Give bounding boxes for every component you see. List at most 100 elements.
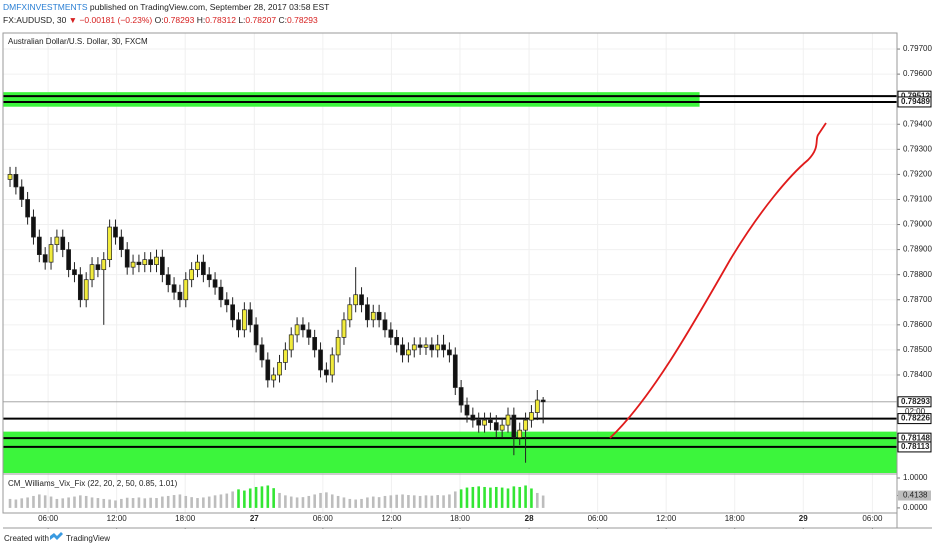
vix-bar xyxy=(248,488,252,508)
vix-bar xyxy=(55,498,59,508)
candle-body xyxy=(447,349,452,356)
x-tick-label: 18:00 xyxy=(725,514,746,523)
vix-bar xyxy=(395,494,398,508)
vix-bar xyxy=(272,488,275,508)
countdown: 02:00 xyxy=(905,407,926,416)
indicator-title: CM_Williams_Vix_Fix (22, 20, 2, 50, 0.85… xyxy=(8,479,178,488)
vix-bar xyxy=(530,488,533,508)
candle-body xyxy=(136,261,142,266)
vix-bar xyxy=(500,487,504,508)
candle-body xyxy=(488,419,493,423)
candle-body xyxy=(66,249,71,271)
vix-bar xyxy=(295,497,299,508)
vix-bar xyxy=(237,489,240,508)
vix-bar xyxy=(336,495,340,508)
vix-bar xyxy=(61,498,65,508)
candle-body xyxy=(318,349,323,371)
quote-line: FX:AUDUSD, 30 ▼ −0.00181 (−0.23%) O:0.78… xyxy=(3,15,318,25)
publish-line: DMFXINVESTMENTS published on TradingView… xyxy=(3,2,329,12)
h-label: H: xyxy=(197,15,206,25)
vix-bar xyxy=(489,487,492,508)
vix-bar xyxy=(73,496,76,508)
x-tick-label: 06:00 xyxy=(862,514,883,523)
price-label: 0.78148 xyxy=(901,433,930,442)
candle-body xyxy=(118,236,124,250)
candle-body xyxy=(476,419,482,426)
vix-bar xyxy=(260,486,264,508)
vix-bar xyxy=(161,496,164,508)
candle-body xyxy=(54,236,60,245)
y-tick-label: 0.78500 xyxy=(903,345,932,354)
y-tick-label: 0.79700 xyxy=(903,44,932,53)
footer-created: Created with xyxy=(4,534,49,543)
c-label: C: xyxy=(279,15,288,25)
candle-body xyxy=(72,269,77,276)
vix-bar xyxy=(465,487,469,508)
vix-bar xyxy=(184,495,188,508)
candle-body xyxy=(148,259,153,266)
vix-bar xyxy=(114,500,117,508)
candle-body xyxy=(511,414,517,438)
candle-body xyxy=(312,337,318,351)
author[interactable]: DMFXINVESTMENTS xyxy=(3,2,88,12)
candle-body xyxy=(464,404,470,416)
candle-body xyxy=(382,319,388,331)
brand-icon xyxy=(50,532,63,540)
candle-body xyxy=(236,319,241,331)
o-value: 0.78293 xyxy=(164,15,195,25)
vix-bar xyxy=(8,498,12,508)
price-label: 0.78113 xyxy=(901,442,930,451)
vix-bar xyxy=(131,498,135,508)
vix-bar xyxy=(366,497,369,508)
candle-body xyxy=(195,261,200,271)
candle-body xyxy=(406,349,411,356)
vix-bar xyxy=(120,498,123,508)
vix-bar xyxy=(354,499,357,508)
candle-body xyxy=(324,369,329,376)
vix-bar xyxy=(442,495,445,508)
candle-body xyxy=(101,259,107,271)
footer-brand[interactable]: TradingView xyxy=(66,534,110,543)
y-tick-label: 0.79200 xyxy=(903,170,932,179)
vix-bar xyxy=(225,493,229,508)
candle-body xyxy=(529,412,534,421)
price-label-box xyxy=(897,413,932,425)
vix-bar xyxy=(377,497,381,508)
candle-body xyxy=(171,284,177,293)
vix-bar xyxy=(243,490,246,508)
price-label-box xyxy=(897,96,932,108)
candle-body xyxy=(417,344,423,348)
vix-bar xyxy=(79,495,82,508)
vix-bar xyxy=(418,495,422,508)
price-title: Australian Dollar/U.S. Dollar, 30, FXCM xyxy=(8,37,148,46)
x-tick-label: 06:00 xyxy=(588,514,609,523)
candle-body xyxy=(534,399,540,413)
vix-bar xyxy=(389,495,393,508)
candle-body xyxy=(253,324,259,346)
vix-bar xyxy=(32,495,35,508)
footer xyxy=(0,529,932,550)
vix-bar xyxy=(49,496,53,508)
y-tick-label: 0.4138 xyxy=(903,491,928,500)
candle-body xyxy=(394,337,400,346)
candle-body xyxy=(242,309,247,331)
candle-body xyxy=(271,374,277,381)
candle-body xyxy=(230,304,236,321)
vix-bar xyxy=(190,497,193,508)
x-tick-label: 12:00 xyxy=(107,514,128,523)
published: published on TradingView.com, September … xyxy=(88,2,330,12)
candle-body xyxy=(277,362,282,376)
candle-body xyxy=(36,236,42,255)
y-tick-label: 1.0000 xyxy=(903,473,928,482)
y-tick-label: 0.78400 xyxy=(903,370,932,379)
vix-bar xyxy=(541,495,545,508)
vix-bar xyxy=(231,491,234,508)
vix-bar xyxy=(535,492,539,508)
price-label: 0.79489 xyxy=(901,97,930,106)
candle-body xyxy=(224,299,230,306)
candle-body xyxy=(201,261,206,276)
candle-body xyxy=(411,344,417,351)
vix-bar xyxy=(108,499,111,508)
candle-body xyxy=(505,414,511,426)
